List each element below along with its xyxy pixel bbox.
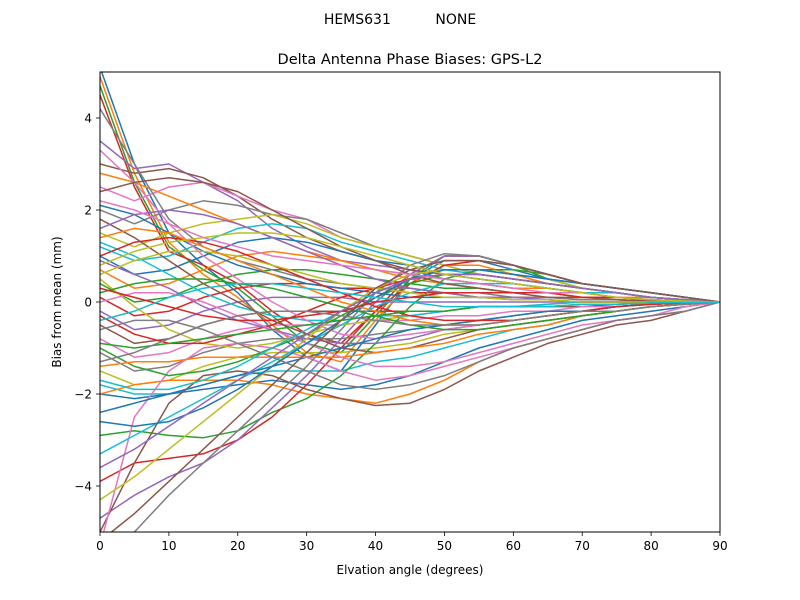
- y-axis-label: Bias from mean (mm): [50, 236, 64, 367]
- y-tick-label: 2: [84, 204, 92, 218]
- series-line-49: [100, 250, 720, 303]
- series-layer: [100, 72, 720, 532]
- series-line-44: [100, 236, 720, 322]
- y-tick-label: −2: [74, 388, 92, 402]
- x-tick-label: 60: [506, 539, 521, 553]
- x-tick-label: 90: [712, 539, 727, 553]
- figure-suptitle: HEMS631 NONE: [324, 12, 476, 28]
- x-axis: 0 10 20 30 40 50 60 70 80 90: [96, 532, 728, 553]
- chart-title: Delta Antenna Phase Biases: GPS-L2: [278, 52, 543, 68]
- y-axis: −4 −2 0 2 4: [74, 112, 100, 494]
- series-line-58: [100, 301, 720, 363]
- x-tick-label: 70: [575, 539, 590, 553]
- x-axis-label: Elvation angle (degrees): [337, 563, 484, 577]
- x-tick-label: 80: [643, 539, 658, 553]
- x-tick-label: 50: [437, 539, 452, 553]
- series-line-56: [110, 259, 720, 532]
- x-tick-label: 0: [96, 539, 104, 553]
- series-line-48: [100, 301, 720, 391]
- y-tick-label: 4: [84, 112, 92, 126]
- x-tick-label: 20: [230, 539, 245, 553]
- series-line-59: [100, 232, 720, 303]
- y-tick-label: 0: [84, 296, 92, 310]
- series-line-26: [100, 301, 720, 532]
- x-tick-label: 10: [161, 539, 176, 553]
- x-tick-label: 30: [299, 539, 314, 553]
- y-tick-label: −4: [74, 480, 92, 494]
- series-line-55: [100, 273, 720, 469]
- series-line-60: [100, 282, 720, 322]
- x-tick-label: 40: [368, 539, 383, 553]
